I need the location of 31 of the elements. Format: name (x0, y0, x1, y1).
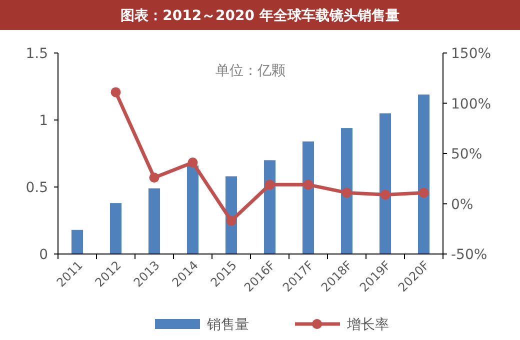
bar (186, 166, 199, 254)
bar (302, 141, 314, 254)
legend-label: 增长率 (346, 317, 389, 333)
point (264, 180, 275, 190)
bar (379, 113, 392, 254)
point (303, 180, 314, 190)
y2-tick-label: 150% (451, 46, 492, 62)
bar (340, 128, 353, 254)
point (226, 216, 236, 226)
point (342, 188, 352, 198)
point (149, 172, 160, 183)
legend-label: 销售量 (206, 317, 249, 333)
bar (148, 188, 160, 254)
y2-tick-label: 100% (451, 96, 492, 112)
bar (264, 160, 276, 254)
y-tick-label: 0 (39, 247, 48, 263)
bar (418, 94, 430, 254)
y2-tick-label: -50% (451, 247, 488, 263)
point (418, 188, 429, 198)
bar (71, 230, 84, 254)
point (380, 190, 390, 200)
y-tick-label: 0.5 (26, 180, 48, 196)
point (188, 158, 198, 168)
annotation: 单位：亿颗 (216, 63, 286, 79)
chart-title: 图表：2012～2020 年全球车载镜头销售量 (120, 7, 400, 24)
y-tick-label: 1 (39, 113, 48, 129)
bar (110, 203, 122, 254)
y2-tick-label: 0% (451, 196, 474, 213)
y2-tick-label: 50% (451, 146, 482, 162)
point (110, 87, 121, 98)
y-tick-label: 1.5 (26, 46, 48, 62)
